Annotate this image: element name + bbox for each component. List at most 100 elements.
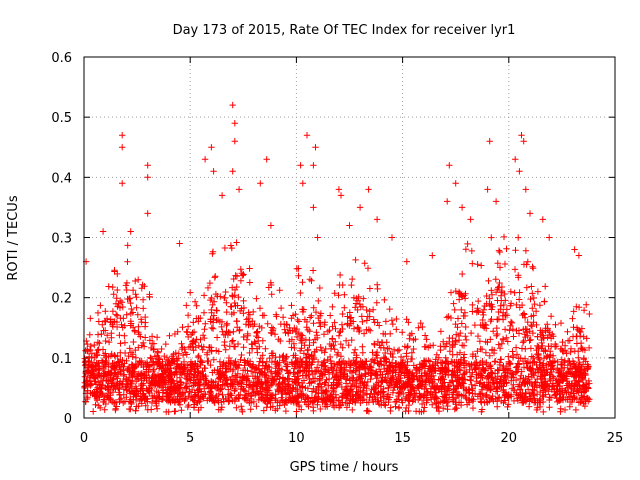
data-point: [127, 318, 134, 325]
data-point: [452, 180, 459, 187]
data-point: [495, 308, 502, 316]
data-point: [151, 379, 158, 386]
data-point: [471, 321, 479, 329]
data-point: [102, 357, 109, 365]
data-point: [113, 373, 120, 380]
data-point: [382, 349, 389, 357]
data-point: [511, 289, 518, 296]
data-point: [174, 328, 181, 335]
data-point: [526, 328, 533, 335]
data-point: [335, 186, 343, 193]
data-point: [185, 393, 192, 400]
data-point: [187, 394, 195, 401]
data-point: [304, 385, 312, 392]
data-point: [461, 309, 469, 316]
data-point: [386, 363, 393, 371]
data-point: [445, 360, 452, 368]
data-point: [178, 361, 185, 368]
data-point: [268, 291, 275, 298]
data-point: [103, 359, 110, 366]
data-point: [518, 345, 526, 352]
data-point: [297, 347, 304, 354]
data-point: [419, 323, 426, 331]
data-point: [497, 356, 504, 363]
data-point: [192, 392, 199, 399]
data-point: [288, 388, 295, 395]
axis-ticks: 0 0.1 0.2 0.3 0.4 0.5 0.6 0 5 10 15 20 25: [51, 51, 623, 446]
data-point: [512, 364, 520, 371]
data-point: [127, 228, 134, 235]
data-point: [209, 325, 217, 332]
data-point: [315, 314, 322, 322]
data-point: [322, 345, 329, 353]
data-point: [561, 342, 569, 349]
data-point: [572, 406, 580, 414]
data-point: [173, 368, 180, 375]
data-point: [223, 308, 230, 316]
data-point: [479, 374, 486, 381]
data-point: [227, 303, 234, 310]
data-point: [321, 349, 328, 356]
data-point: [429, 401, 436, 408]
data-point: [329, 323, 336, 330]
data-point: [507, 318, 515, 326]
data-point: [388, 379, 395, 386]
data-point: [348, 375, 356, 382]
data-point: [190, 319, 197, 326]
data-point: [322, 389, 329, 396]
data-point: [361, 260, 368, 267]
data-point: [313, 329, 320, 336]
data-point: [362, 365, 369, 373]
data-point: [446, 348, 454, 355]
data-point: [331, 346, 338, 353]
data-point: [343, 391, 350, 399]
data-point: [423, 336, 430, 343]
data-point: [534, 288, 542, 295]
data-point: [84, 348, 92, 355]
data-point: [573, 303, 580, 310]
data-point: [234, 364, 242, 372]
data-point: [570, 386, 577, 394]
data-point: [311, 368, 319, 375]
data-point: [358, 313, 365, 320]
data-point: [496, 394, 503, 401]
data-point: [308, 378, 315, 386]
data-point: [421, 358, 428, 365]
data-point: [266, 397, 274, 404]
data-point: [509, 326, 517, 333]
data-point: [360, 382, 367, 390]
data-point: [524, 318, 531, 326]
data-point: [482, 392, 490, 399]
data-point: [217, 376, 224, 383]
y-tick-label: 0.6: [51, 51, 72, 66]
data-point: [325, 375, 333, 383]
data-point: [571, 362, 578, 370]
data-point: [495, 247, 503, 254]
data-point: [415, 324, 422, 331]
data-point: [110, 383, 117, 390]
data-point: [500, 367, 508, 374]
data-point: [190, 379, 197, 386]
data-point: [124, 365, 132, 372]
data-point: [460, 384, 467, 392]
data-point: [580, 307, 588, 314]
data-point: [559, 396, 567, 403]
data-point: [339, 325, 346, 333]
data-point: [496, 264, 504, 271]
data-point: [149, 367, 157, 375]
data-point: [95, 359, 102, 367]
data-point: [121, 332, 128, 339]
data-point: [515, 272, 522, 279]
data-point: [132, 277, 139, 285]
data-point: [85, 357, 92, 365]
data-point: [88, 381, 95, 388]
data-point: [410, 362, 417, 369]
data-point: [246, 311, 254, 318]
data-point: [392, 360, 399, 367]
data-point: [206, 344, 213, 351]
data-point: [459, 375, 466, 382]
data-point: [240, 333, 247, 341]
data-point: [516, 168, 523, 175]
data-point: [124, 258, 131, 265]
data-point: [403, 316, 410, 323]
